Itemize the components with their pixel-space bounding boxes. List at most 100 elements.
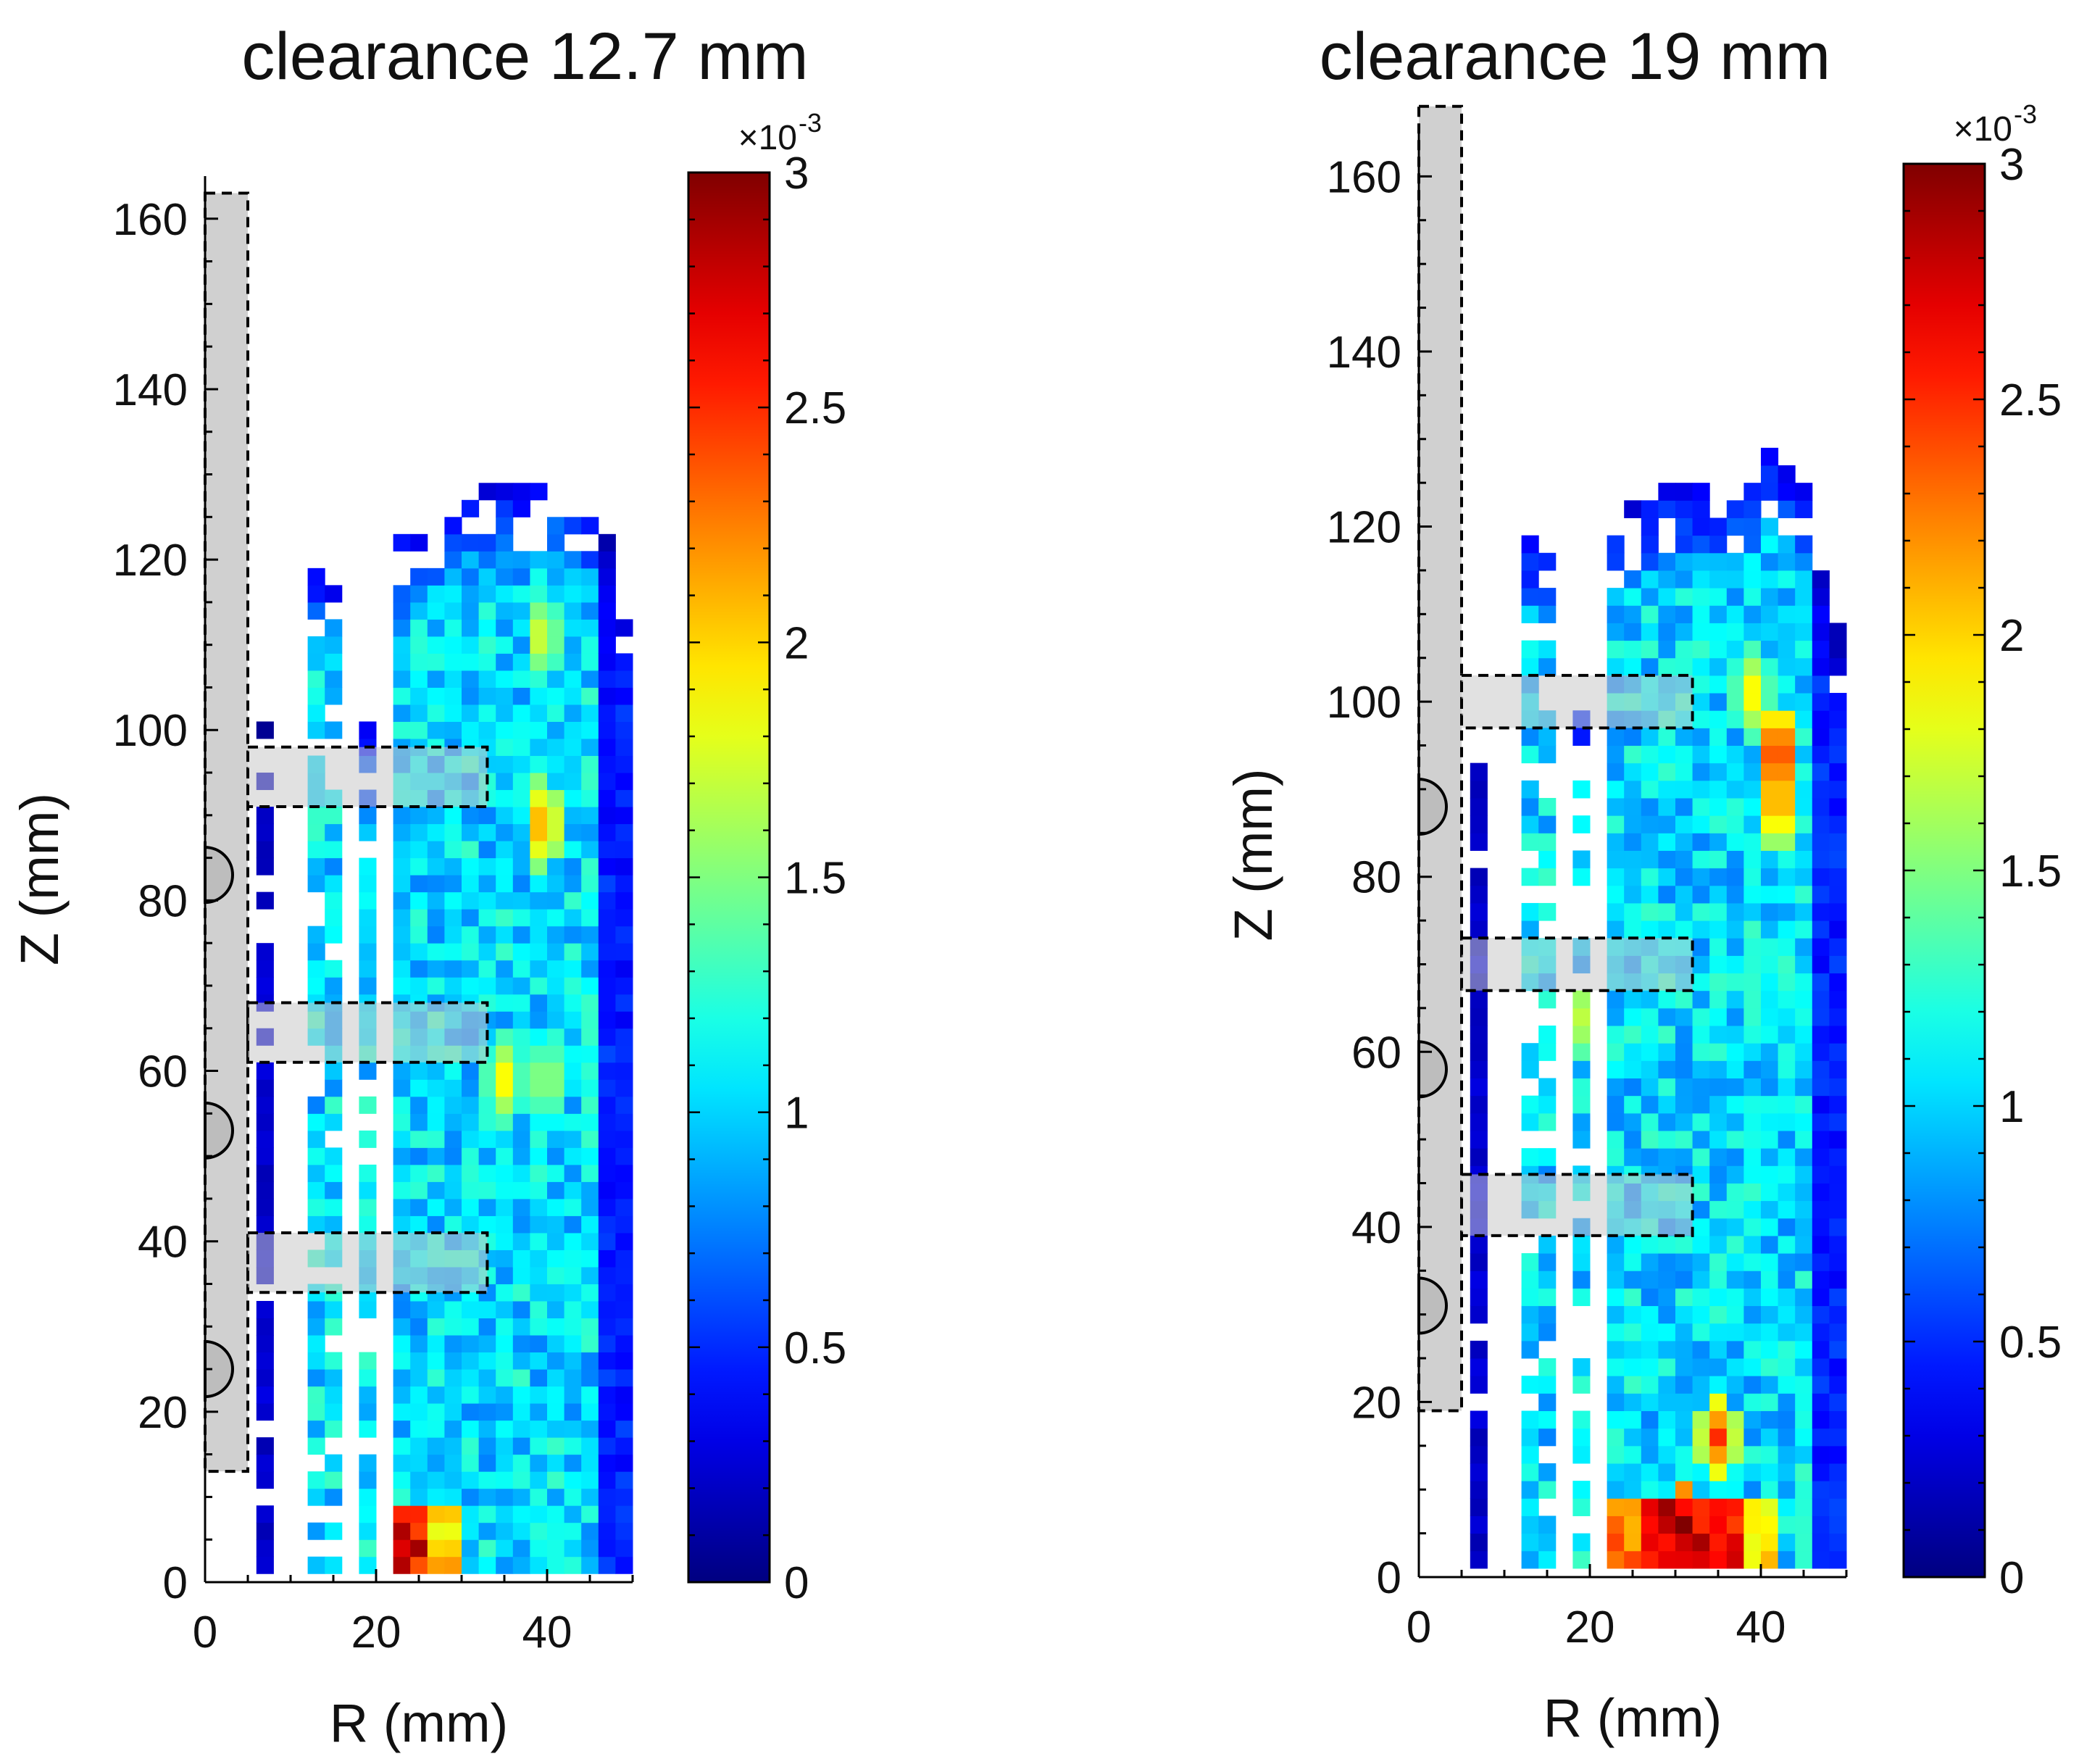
heatmap-cell: [1795, 605, 1813, 623]
heatmap-cell: [359, 1454, 377, 1472]
heatmap-cell: [512, 943, 530, 961]
heatmap-cell: [1829, 938, 1847, 956]
heatmap-cell: [1743, 1200, 1762, 1219]
heatmap-cell: [512, 909, 530, 927]
heatmap-cell: [359, 1352, 377, 1370]
heatmap-cell: [410, 567, 428, 586]
heatmap-cell: [1829, 1007, 1847, 1026]
heatmap-cell: [1726, 955, 1744, 974]
heatmap-cell: [1829, 1463, 1847, 1481]
heatmap-cell: [1658, 1007, 1676, 1026]
heatmap-cell: [1709, 815, 1728, 833]
heatmap-cell: [581, 1318, 599, 1336]
heatmap-cell: [1761, 693, 1779, 711]
heatmap-cell: [1538, 833, 1557, 851]
heatmap-cell: [1709, 1376, 1728, 1394]
heatmap-cell: [1658, 1026, 1676, 1044]
heatmap-cell: [444, 1522, 462, 1540]
heatmap-cell: [1572, 1060, 1591, 1079]
heatmap-cell: [1795, 1481, 1813, 1499]
heatmap-cell: [615, 1062, 633, 1080]
heatmap-cell: [1572, 1288, 1591, 1307]
heatmap-cell: [598, 1011, 616, 1029]
heatmap-cell: [1829, 1428, 1847, 1447]
heatmap-cell: [1709, 675, 1728, 694]
y-tick-label: 120: [113, 536, 188, 586]
heatmap-cell: [1778, 1533, 1796, 1552]
heatmap-cell: [598, 1232, 616, 1250]
heatmap-cell: [1812, 1095, 1830, 1114]
heatmap-cell: [325, 909, 343, 927]
heatmap-cell: [307, 585, 325, 603]
heatmap-cell: [1692, 1288, 1710, 1307]
heatmap-cell: [1521, 1533, 1539, 1552]
heatmap-cell: [1521, 797, 1539, 816]
heatmap-cell: [1607, 1393, 1625, 1412]
heatmap-cell: [1692, 850, 1710, 869]
heatmap-cell: [1692, 1253, 1710, 1271]
heatmap-cell: [530, 1164, 548, 1182]
heatmap-cell: [581, 1215, 599, 1234]
heatmap-cell: [1692, 728, 1710, 747]
heatmap-cell: [478, 1164, 496, 1182]
heatmap-cell: [512, 1045, 530, 1063]
heatmap-cell: [325, 857, 343, 876]
heatmap-cell: [615, 1386, 633, 1404]
heatmap-cell: [1538, 1376, 1557, 1394]
heatmap-cell: [547, 1266, 565, 1284]
heatmap-cell: [1470, 1130, 1488, 1149]
heatmap-cell: [427, 1386, 445, 1404]
blade-outline: [1460, 1173, 1694, 1237]
heatmap-cell: [615, 823, 633, 841]
heatmap-cell: [1761, 1393, 1779, 1412]
heatmap-cell: [478, 551, 496, 569]
heatmap-cell: [564, 653, 582, 671]
heatmap-cell: [1726, 1130, 1744, 1149]
heatmap-cell: [512, 670, 530, 688]
heatmap-cell: [615, 670, 633, 688]
heatmap-cell: [564, 1284, 582, 1302]
heatmap-cell: [598, 823, 616, 841]
heatmap-cell: [1829, 833, 1847, 851]
heatmap-cell: [496, 1403, 514, 1421]
heatmap-cell: [564, 602, 582, 620]
heatmap-cell: [615, 1556, 633, 1574]
heatmap-cell: [393, 1096, 411, 1114]
heatmap-cell: [1641, 623, 1659, 641]
heatmap-cell: [496, 636, 514, 654]
heatmap-cell: [615, 926, 633, 944]
heatmap-cell: [444, 1215, 462, 1234]
heatmap-cell: [1778, 483, 1796, 501]
heatmap-cell: [1812, 762, 1830, 781]
y-tick-label: 120: [1327, 503, 1401, 553]
heatmap-cell: [359, 1471, 377, 1489]
heatmap-cell: [615, 1215, 633, 1234]
heatmap-cell: [598, 926, 616, 944]
heatmap-cell: [564, 755, 582, 773]
colorbar-tick-label: 1: [784, 1089, 809, 1139]
heatmap-cell: [512, 1369, 530, 1387]
heatmap-cell: [581, 1266, 599, 1284]
heatmap-cell: [1470, 1095, 1488, 1114]
heatmap-cell: [410, 977, 428, 995]
heatmap-cell: [393, 943, 411, 961]
heatmap-cell: [512, 773, 530, 791]
heatmap-cell: [359, 1301, 377, 1319]
heatmap-cell: [393, 1352, 411, 1370]
heatmap-cell: [1778, 973, 1796, 991]
heatmap-cell: [256, 721, 274, 739]
heatmap-cell: [530, 1232, 548, 1250]
heatmap-cell: [1607, 815, 1625, 833]
heatmap-cell: [410, 807, 428, 825]
heatmap-cell: [547, 1403, 565, 1421]
heatmap-cell: [444, 517, 462, 535]
x-tick-label: 0: [1407, 1602, 1431, 1652]
heatmap-cell: [530, 1539, 548, 1558]
heatmap-cell: [1726, 588, 1744, 606]
heatmap-cell: [1795, 1533, 1813, 1552]
heatmap-cell: [1641, 1481, 1659, 1499]
y-tick-label: 80: [1351, 853, 1401, 903]
heatmap-cell: [1470, 1550, 1488, 1569]
heatmap-cell: [444, 823, 462, 841]
heatmap-cell: [1658, 1376, 1676, 1394]
